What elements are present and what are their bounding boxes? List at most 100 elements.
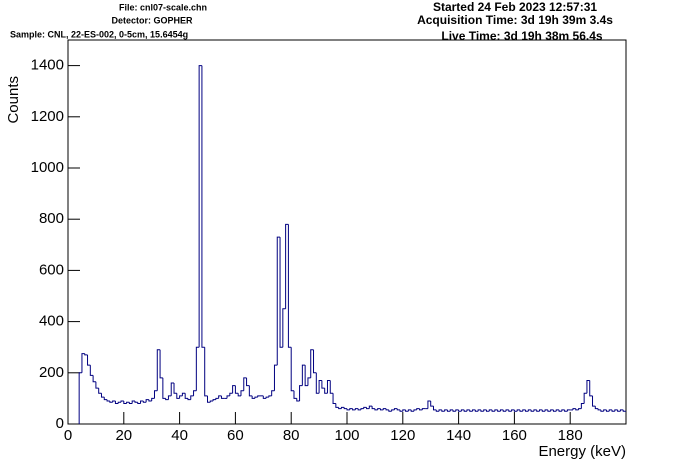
histogram-bin: [165, 398, 169, 401]
histogram-bin: [405, 409, 409, 412]
histogram-bin: [204, 347, 208, 397]
histogram-bin: [268, 395, 272, 398]
x-tick-label: 80: [283, 427, 300, 444]
histogram-bin: [287, 224, 292, 348]
x-tick-label: 20: [115, 427, 132, 444]
histogram-bin: [441, 409, 445, 412]
histogram-bin: [622, 409, 626, 412]
histogram-bin: [103, 397, 108, 401]
histogram-bin: [251, 395, 255, 399]
histogram-bin: [552, 409, 557, 412]
histogram-bin: [128, 402, 133, 405]
histogram-bin: [432, 406, 437, 411]
histogram-bin: [193, 390, 197, 396]
y-tick-label: 0: [56, 415, 64, 432]
histogram-bin: [92, 375, 96, 383]
histogram-bin: [558, 409, 562, 412]
histogram-bin: [209, 400, 214, 403]
histogram-bin: [536, 409, 540, 412]
detector-label: Detector: GOPHER: [111, 15, 193, 25]
histogram-bin: [402, 409, 406, 412]
histogram-bin: [307, 377, 311, 386]
histogram-bin: [265, 396, 269, 399]
histogram-bin: [363, 406, 367, 409]
histogram-bin: [410, 409, 414, 412]
histogram-bin: [527, 409, 532, 412]
histogram-bin: [299, 385, 303, 401]
histogram-bin: [134, 400, 138, 403]
histogram-bin: [368, 405, 373, 409]
histogram-bin: [407, 409, 412, 412]
histogram-bin: [315, 372, 320, 394]
histogram-bin: [89, 365, 94, 376]
histogram-bin: [87, 354, 91, 366]
histogram-bin: [530, 409, 534, 412]
histogram-bin: [452, 409, 456, 412]
histogram-bin: [248, 385, 253, 397]
histogram-bin: [162, 377, 166, 399]
histogram-bin: [234, 385, 239, 394]
histogram-bin: [469, 409, 473, 412]
histogram-bin: [340, 406, 345, 409]
x-tick-label: 40: [171, 427, 188, 444]
histogram-bin: [229, 392, 233, 396]
histogram-bin: [572, 408, 576, 410]
acquisition-label: Acquisition Time: 3d 19h 39m 3.4s: [417, 13, 613, 27]
histogram-bin: [446, 409, 451, 412]
histogram-bin: [377, 408, 381, 410]
histogram-bin: [578, 408, 582, 410]
histogram-bin: [131, 400, 135, 404]
histogram-bin: [449, 409, 454, 412]
histogram-bin: [419, 408, 423, 411]
histogram-bin: [170, 382, 175, 396]
histogram-bin: [480, 409, 484, 412]
histogram-bin: [371, 406, 375, 410]
histogram-bin: [324, 388, 328, 394]
histogram-bin: [357, 408, 361, 411]
histogram-bin: [427, 400, 431, 409]
histogram-bin: [346, 408, 350, 411]
histogram-bin: [519, 409, 523, 412]
histogram-bin: [413, 409, 417, 412]
histogram-bin: [472, 409, 476, 412]
histogram-bin: [237, 393, 241, 397]
histogram-bin: [435, 409, 440, 412]
histogram-bin: [296, 398, 300, 402]
histogram-bin: [329, 380, 334, 394]
histogram-bin: [396, 408, 401, 411]
histogram-bin: [491, 409, 495, 412]
histogram-bin: [282, 308, 286, 348]
x-tick-label: 160: [502, 427, 527, 444]
histogram-bin: [516, 409, 520, 412]
histogram-bin: [525, 409, 529, 412]
histogram-bin: [290, 347, 294, 392]
histogram-bin: [550, 409, 554, 412]
histogram-bin: [483, 409, 487, 412]
histogram-bin: [148, 399, 152, 402]
x-tick-label: 180: [558, 427, 583, 444]
histogram-bin: [338, 407, 342, 410]
histogram-bin: [167, 395, 172, 400]
histogram-bin: [460, 409, 465, 412]
histogram-bin: [608, 409, 613, 412]
histogram-bin: [195, 346, 200, 391]
live-label: Live Time: 3d 19h 38m 56.4s: [441, 29, 603, 43]
histogram-bin: [399, 409, 403, 412]
histogram-bin: [379, 408, 384, 411]
histogram-bin: [173, 383, 177, 394]
x-tick-label: 100: [334, 427, 359, 444]
histogram-bin: [215, 397, 219, 400]
histogram-bin: [566, 409, 571, 412]
histogram-bin: [145, 399, 149, 403]
y-tick-label: 1000: [31, 159, 64, 176]
histogram-bin: [343, 407, 347, 410]
histogram-bin: [391, 409, 395, 412]
histogram-bin: [293, 390, 297, 399]
histogram-bin: [179, 395, 183, 399]
histogram-bin: [494, 409, 498, 412]
histogram-bin: [156, 349, 161, 391]
histogram-bin: [393, 408, 398, 410]
histogram-bin: [592, 395, 596, 407]
histogram-bin: [360, 408, 364, 410]
